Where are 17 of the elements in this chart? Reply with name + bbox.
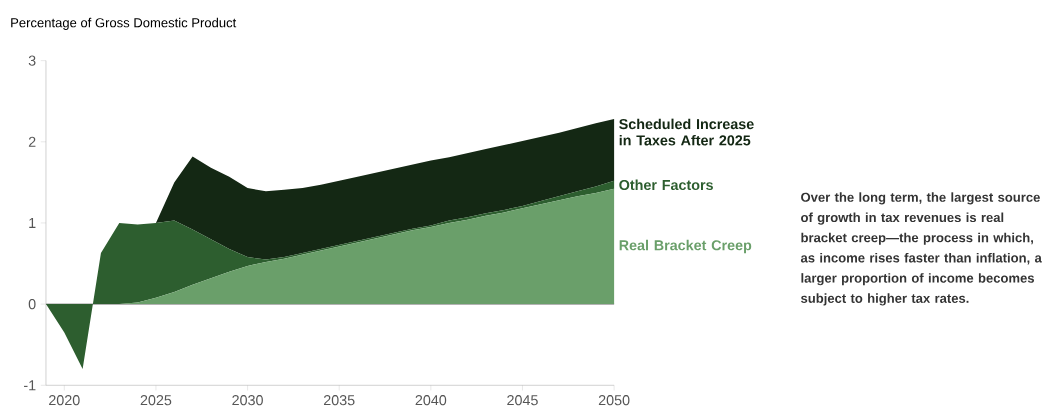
y-tick-label: 0 [28,299,36,310]
y-tick-label: 2 [28,137,36,147]
x-tick-label: 2045 [507,395,538,406]
x-tick-label: 2025 [140,395,172,406]
x-tick-label: 2030 [232,395,263,406]
y-tick-label: 3 [28,55,36,66]
y-tick-label: 1 [29,218,36,229]
text: Over the long term, the largest source of growth in tax revenues is real bracket creep—the process in which, as income rises faster than inflation, a larger proportion of income becomes subject to higher tax rates. [800,192,1042,306]
x-tick-label: 2020 [49,395,80,406]
x-tick-label: 2035 [323,395,355,406]
y-tick-label: -1 [24,380,36,391]
series-label: Scheduled Increase in Taxes After 2025 [619,118,754,146]
series-label: Other Factors [619,179,713,191]
y-axis-title: Percentage of Gross Domestic Product [11,18,237,31]
x-tick-label: 2050 [598,395,630,406]
x-tick-label: 2040 [415,395,447,406]
series-label: Real Bracket Creep [619,240,752,254]
